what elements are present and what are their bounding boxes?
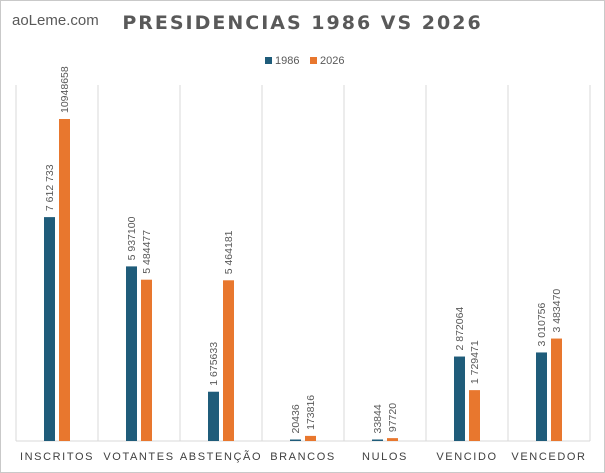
legend-swatch-2026 (310, 57, 317, 64)
bar-2026-1 (141, 279, 152, 441)
data-label-2026-3: 173816 (305, 395, 317, 430)
bar-2026-4 (387, 438, 398, 441)
data-label-1986-5: 2 872064 (454, 307, 466, 351)
data-label-1986-3: 20436 (290, 404, 302, 433)
category-label-3: BRANCOS (270, 451, 336, 463)
bar-1986-3 (290, 439, 301, 441)
data-label-1986-2: 1 675633 (208, 342, 220, 386)
brand-watermark: aoLeme.com (12, 12, 99, 29)
data-label-1986-1: 5 937100 (126, 216, 138, 260)
category-label-4: NULOS (362, 451, 408, 463)
data-label-1986-0: 7 612 733 (44, 164, 56, 211)
data-label-2026-5: 1 729471 (469, 340, 481, 384)
data-label-1986-4: 33844 (372, 404, 384, 433)
bar-1986-0 (44, 217, 55, 441)
data-label-2026-4: 97720 (387, 403, 399, 432)
bar-2026-0 (59, 119, 70, 441)
bar-1986-4 (372, 439, 383, 441)
legend-label-2026: 2026 (320, 55, 344, 67)
legend-swatch-1986 (265, 57, 272, 64)
bar-2026-6 (551, 338, 562, 441)
category-label-1: VOTANTES (103, 451, 174, 463)
bar-1986-5 (454, 356, 465, 441)
data-label-2026-0: 10948658 (59, 66, 71, 113)
bar-1986-6 (536, 352, 547, 441)
category-label-5: VENCIDO (436, 451, 497, 463)
data-label-2026-1: 5 484477 (141, 230, 153, 274)
data-label-1986-6: 3 010756 (536, 302, 548, 346)
category-label-0: INSCRITOS (20, 451, 94, 463)
chart-title: PRESIDENCIAS 1986 VS 2026 (122, 12, 483, 34)
bar-1986-2 (208, 391, 219, 441)
bar-2026-2 (223, 280, 234, 441)
bar-2026-5 (469, 390, 480, 441)
data-label-2026-2: 5 464181 (223, 230, 235, 274)
category-label-2: ABSTENÇÃO (180, 450, 262, 463)
legend-label-1986: 1986 (275, 55, 299, 67)
bar-2026-3 (305, 435, 316, 441)
bar-1986-1 (126, 266, 137, 441)
data-label-2026-6: 3 483470 (551, 289, 563, 333)
category-label-6: VENCEDOR (511, 451, 586, 463)
